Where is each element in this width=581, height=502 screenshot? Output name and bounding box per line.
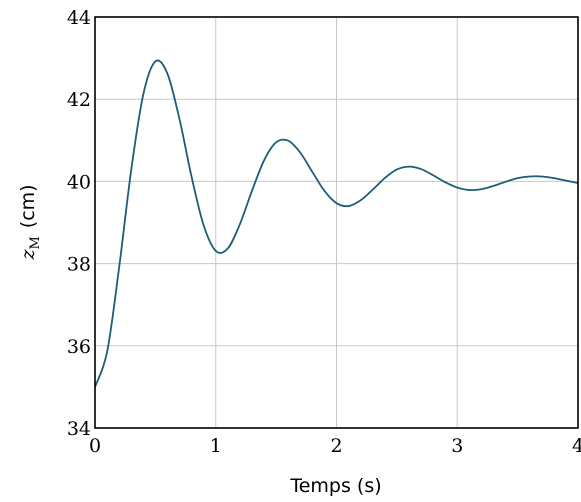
y-label-subscript: M: [28, 236, 43, 249]
x-tick-label: 3: [451, 435, 463, 457]
y-tick-label: 34: [67, 418, 91, 440]
y-tick-label: 38: [67, 254, 91, 276]
grid: [94, 16, 579, 429]
y-tick-label: 44: [67, 7, 91, 29]
line: [94, 59, 579, 388]
y-tick-label: 42: [67, 89, 91, 111]
x-tick-label: 0: [89, 435, 101, 457]
x-tick-label: 1: [210, 435, 222, 457]
y-label-symbol: z: [17, 249, 39, 261]
x-tick-label: 2: [330, 435, 342, 457]
y-label-unit: (cm): [17, 184, 39, 228]
y-tick-label: 36: [67, 336, 91, 358]
y-axis-label: zM (cm): [17, 184, 43, 260]
x-tick-label: 4: [572, 435, 581, 457]
y-tick-label: 40: [67, 171, 91, 193]
plot-frame: [94, 16, 579, 429]
x-axis-label: Temps (s): [289, 475, 381, 497]
